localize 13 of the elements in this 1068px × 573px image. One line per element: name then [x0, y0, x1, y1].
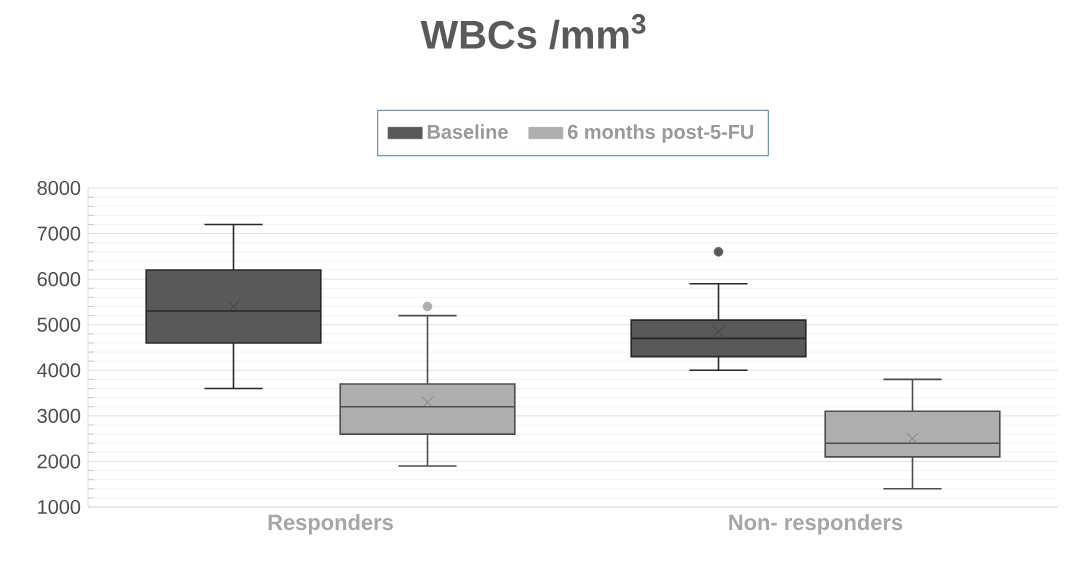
y-tick-label: 3000 [37, 408, 81, 423]
y-tick-label: 6000 [37, 272, 81, 287]
y-tick-label: 7000 [37, 226, 81, 241]
legend-label: 6 months post-5-FU [567, 124, 754, 143]
y-tick-label: 4000 [37, 363, 81, 378]
x-tick-label: Responders [268, 514, 393, 535]
x-tick-label: Non- responders [729, 514, 903, 535]
y-tick-label: 2000 [37, 454, 81, 469]
legend-label: Baseline [427, 124, 508, 139]
y-tick-label: 5000 [37, 317, 81, 332]
y-tick-label: 8000 [37, 180, 81, 196]
y-tick-label: 1000 [38, 499, 81, 515]
chart-title: WBCs /mm$^{3}$ [420, 14, 646, 50]
